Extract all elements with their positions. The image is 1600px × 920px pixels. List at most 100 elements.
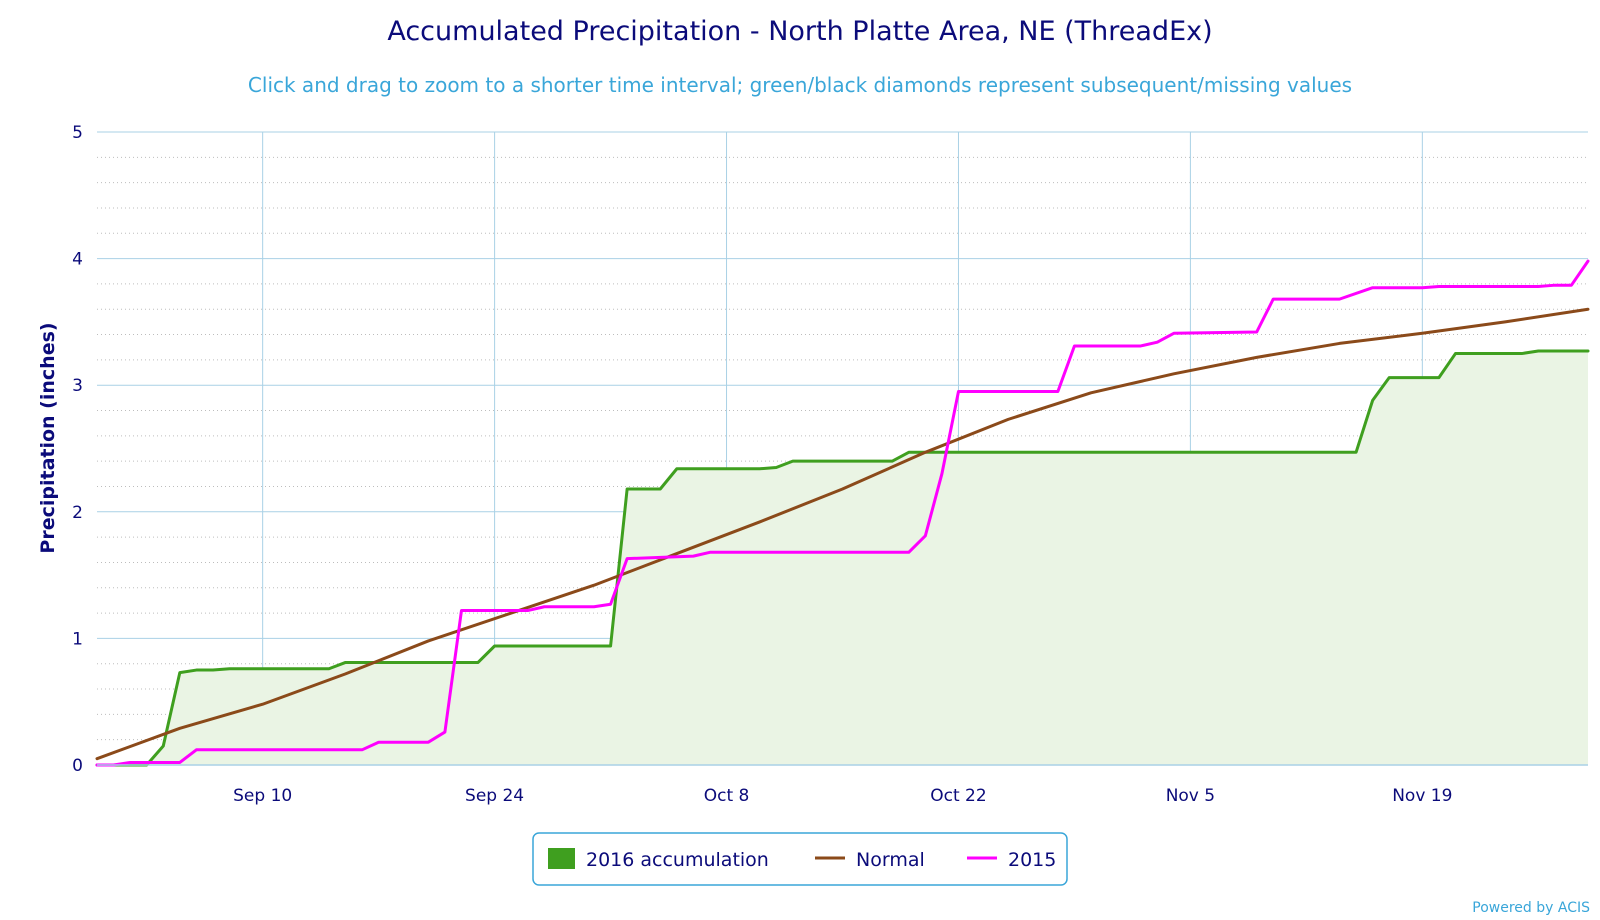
series-layer[interactable] bbox=[92, 256, 1593, 770]
data-point-normal[interactable] bbox=[589, 580, 599, 590]
data-point-2016-accumulation[interactable] bbox=[1517, 349, 1527, 359]
data-point-2016-accumulation[interactable] bbox=[456, 657, 466, 667]
data-point-2015[interactable] bbox=[1550, 280, 1560, 290]
data-point-2016-accumulation[interactable] bbox=[904, 447, 914, 457]
data-point-2015[interactable] bbox=[953, 387, 963, 397]
data-point-normal[interactable] bbox=[920, 447, 930, 457]
data-point-2015[interactable] bbox=[1533, 281, 1543, 291]
data-point-2015[interactable] bbox=[456, 606, 466, 616]
data-point-2015[interactable] bbox=[688, 551, 698, 561]
legend-swatch-2016-accumulation bbox=[548, 848, 575, 869]
data-point-2015[interactable] bbox=[1335, 294, 1345, 304]
data-point-2016-accumulation[interactable] bbox=[788, 456, 798, 466]
data-point-2015[interactable] bbox=[1169, 328, 1179, 338]
data-point-2016-accumulation[interactable] bbox=[225, 664, 235, 674]
data-point-2016-accumulation[interactable] bbox=[175, 668, 185, 678]
data-point-2015[interactable] bbox=[705, 547, 715, 557]
data-point-2015[interactable] bbox=[175, 757, 185, 767]
data-point-2015[interactable] bbox=[606, 599, 616, 609]
legend-label-2016-accumulation: 2016 accumulation bbox=[586, 849, 769, 871]
data-point-2016-accumulation[interactable] bbox=[158, 741, 168, 751]
data-point-2016-accumulation[interactable] bbox=[771, 462, 781, 472]
data-point-2016-accumulation[interactable] bbox=[655, 484, 665, 494]
data-point-2015[interactable] bbox=[920, 531, 930, 541]
axes: 0 1 2 3 4 5 Sep 10 Sep 24 Oct 8 Oct 22 Nov 5 Nov 19 bbox=[72, 123, 1588, 806]
data-point-2015[interactable] bbox=[539, 602, 549, 612]
y-axis-title: Precipitation (inches) bbox=[37, 322, 59, 553]
x-tick-label: Nov 5 bbox=[1166, 786, 1215, 806]
data-point-normal[interactable] bbox=[838, 484, 848, 494]
series-normal[interactable] bbox=[92, 304, 1593, 763]
data-point-2015[interactable] bbox=[622, 554, 632, 564]
legend-item-2016-accumulation[interactable]: 2016 accumulation bbox=[548, 848, 769, 871]
data-point-2016-accumulation[interactable] bbox=[1533, 346, 1543, 356]
data-point-normal[interactable] bbox=[755, 517, 765, 527]
y-tick-label: 3 bbox=[72, 376, 83, 396]
data-point-normal[interactable] bbox=[1583, 304, 1593, 314]
data-point-2016-accumulation[interactable] bbox=[672, 464, 682, 474]
data-point-2015[interactable] bbox=[523, 606, 533, 616]
legend-label-2015: 2015 bbox=[1008, 849, 1056, 871]
data-point-normal[interactable] bbox=[423, 636, 433, 646]
credit-link[interactable]: Powered by ACIS bbox=[1472, 900, 1590, 916]
data-point-2016-accumulation[interactable] bbox=[755, 464, 765, 474]
series-line-2016-accumulation[interactable] bbox=[95, 349, 1590, 767]
data-point-2016-accumulation[interactable] bbox=[1384, 373, 1394, 383]
data-point-2015[interactable] bbox=[440, 727, 450, 737]
data-point-2015[interactable] bbox=[1434, 281, 1444, 291]
data-point-2016-accumulation[interactable] bbox=[606, 641, 616, 651]
data-point-2015[interactable] bbox=[1053, 387, 1063, 397]
data-point-2015[interactable] bbox=[904, 547, 914, 557]
legend-item-normal[interactable]: Normal bbox=[815, 849, 925, 871]
data-point-2015[interactable] bbox=[423, 737, 433, 747]
data-point-2016-accumulation[interactable] bbox=[1368, 395, 1378, 405]
data-point-2015[interactable] bbox=[1252, 327, 1262, 337]
data-point-2016-accumulation[interactable] bbox=[1583, 346, 1593, 356]
data-point-2015[interactable] bbox=[937, 469, 947, 479]
data-point-normal[interactable] bbox=[258, 699, 268, 709]
data-point-2015[interactable] bbox=[1268, 294, 1278, 304]
data-point-normal[interactable] bbox=[1086, 388, 1096, 398]
data-point-2015[interactable] bbox=[1152, 337, 1162, 347]
data-point-2015[interactable] bbox=[374, 737, 384, 747]
data-point-normal[interactable] bbox=[1003, 414, 1013, 424]
data-point-2016-accumulation[interactable] bbox=[490, 641, 500, 651]
series-2016-accumulation[interactable] bbox=[92, 346, 1593, 770]
data-point-2015[interactable] bbox=[191, 745, 201, 755]
legend[interactable]: 2016 accumulation Normal 2015 bbox=[532, 832, 1068, 886]
x-tick-label: Sep 10 bbox=[233, 786, 292, 806]
data-point-2016-accumulation[interactable] bbox=[341, 657, 351, 667]
data-point-2016-accumulation[interactable] bbox=[1450, 349, 1460, 359]
data-point-2016-accumulation[interactable] bbox=[208, 665, 218, 675]
data-point-normal[interactable] bbox=[1335, 338, 1345, 348]
data-point-normal[interactable] bbox=[1417, 328, 1427, 338]
data-point-normal[interactable] bbox=[1500, 317, 1510, 327]
series-area-2016-accumulation bbox=[97, 351, 1588, 765]
data-point-2016-accumulation[interactable] bbox=[191, 665, 201, 675]
series-line-normal[interactable] bbox=[95, 307, 1590, 761]
data-point-2015[interactable] bbox=[1417, 283, 1427, 293]
x-tick-label: Sep 24 bbox=[465, 786, 524, 806]
data-point-2015[interactable] bbox=[1566, 280, 1576, 290]
data-point-2015[interactable] bbox=[1368, 283, 1378, 293]
legend-item-2015[interactable]: 2015 bbox=[967, 849, 1056, 871]
data-point-2016-accumulation[interactable] bbox=[473, 657, 483, 667]
data-point-2016-accumulation[interactable] bbox=[1351, 447, 1361, 457]
data-point-normal[interactable] bbox=[1252, 352, 1262, 362]
data-point-2015[interactable] bbox=[357, 745, 367, 755]
data-point-2016-accumulation[interactable] bbox=[1434, 373, 1444, 383]
data-point-2015[interactable] bbox=[1583, 256, 1593, 266]
data-point-2016-accumulation[interactable] bbox=[622, 484, 632, 494]
series-line-2015[interactable] bbox=[95, 259, 1590, 767]
data-point-2015[interactable] bbox=[589, 602, 599, 612]
series-2015[interactable] bbox=[92, 256, 1593, 770]
data-point-2015[interactable] bbox=[1069, 341, 1079, 351]
data-point-normal[interactable] bbox=[1169, 369, 1179, 379]
data-point-normal[interactable] bbox=[175, 723, 185, 733]
data-point-2015[interactable] bbox=[1136, 341, 1146, 351]
data-point-2016-accumulation[interactable] bbox=[324, 664, 334, 674]
data-point-normal[interactable] bbox=[341, 669, 351, 679]
data-point-2015[interactable] bbox=[125, 757, 135, 767]
